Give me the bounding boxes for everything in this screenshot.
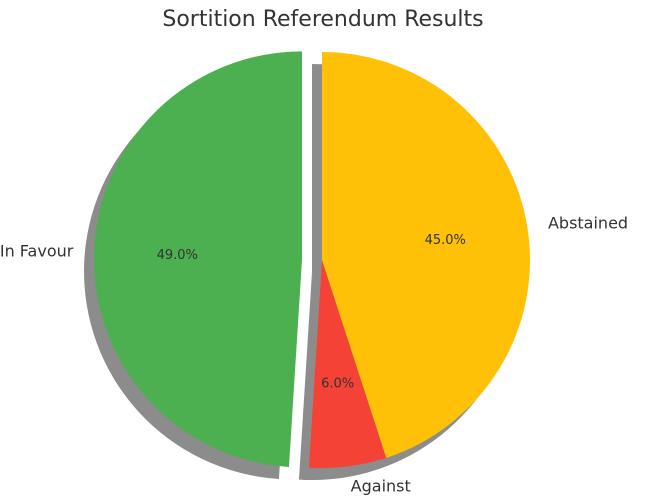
pie-label-layer: 49.0% In Favour 6.0% Against 45.0% Abstained xyxy=(0,214,628,496)
pie-category-label-abstained: Abstained xyxy=(548,214,628,233)
pie-category-label-against: Against xyxy=(351,476,411,495)
pie-pct-label-abstained: 45.0% xyxy=(425,233,466,248)
pie-slice-in-favour xyxy=(94,51,303,467)
pie-slice-abstained xyxy=(322,52,531,458)
pie-pct-label-against: 6.0% xyxy=(321,376,354,391)
pie-pct-label-in-favour: 49.0% xyxy=(157,248,198,263)
pie-slice-against xyxy=(308,260,387,468)
pie-slice-layer xyxy=(94,51,531,468)
pie-category-label-in-favour: In Favour xyxy=(0,242,74,261)
chart-title: Sortition Referendum Results xyxy=(162,7,483,32)
